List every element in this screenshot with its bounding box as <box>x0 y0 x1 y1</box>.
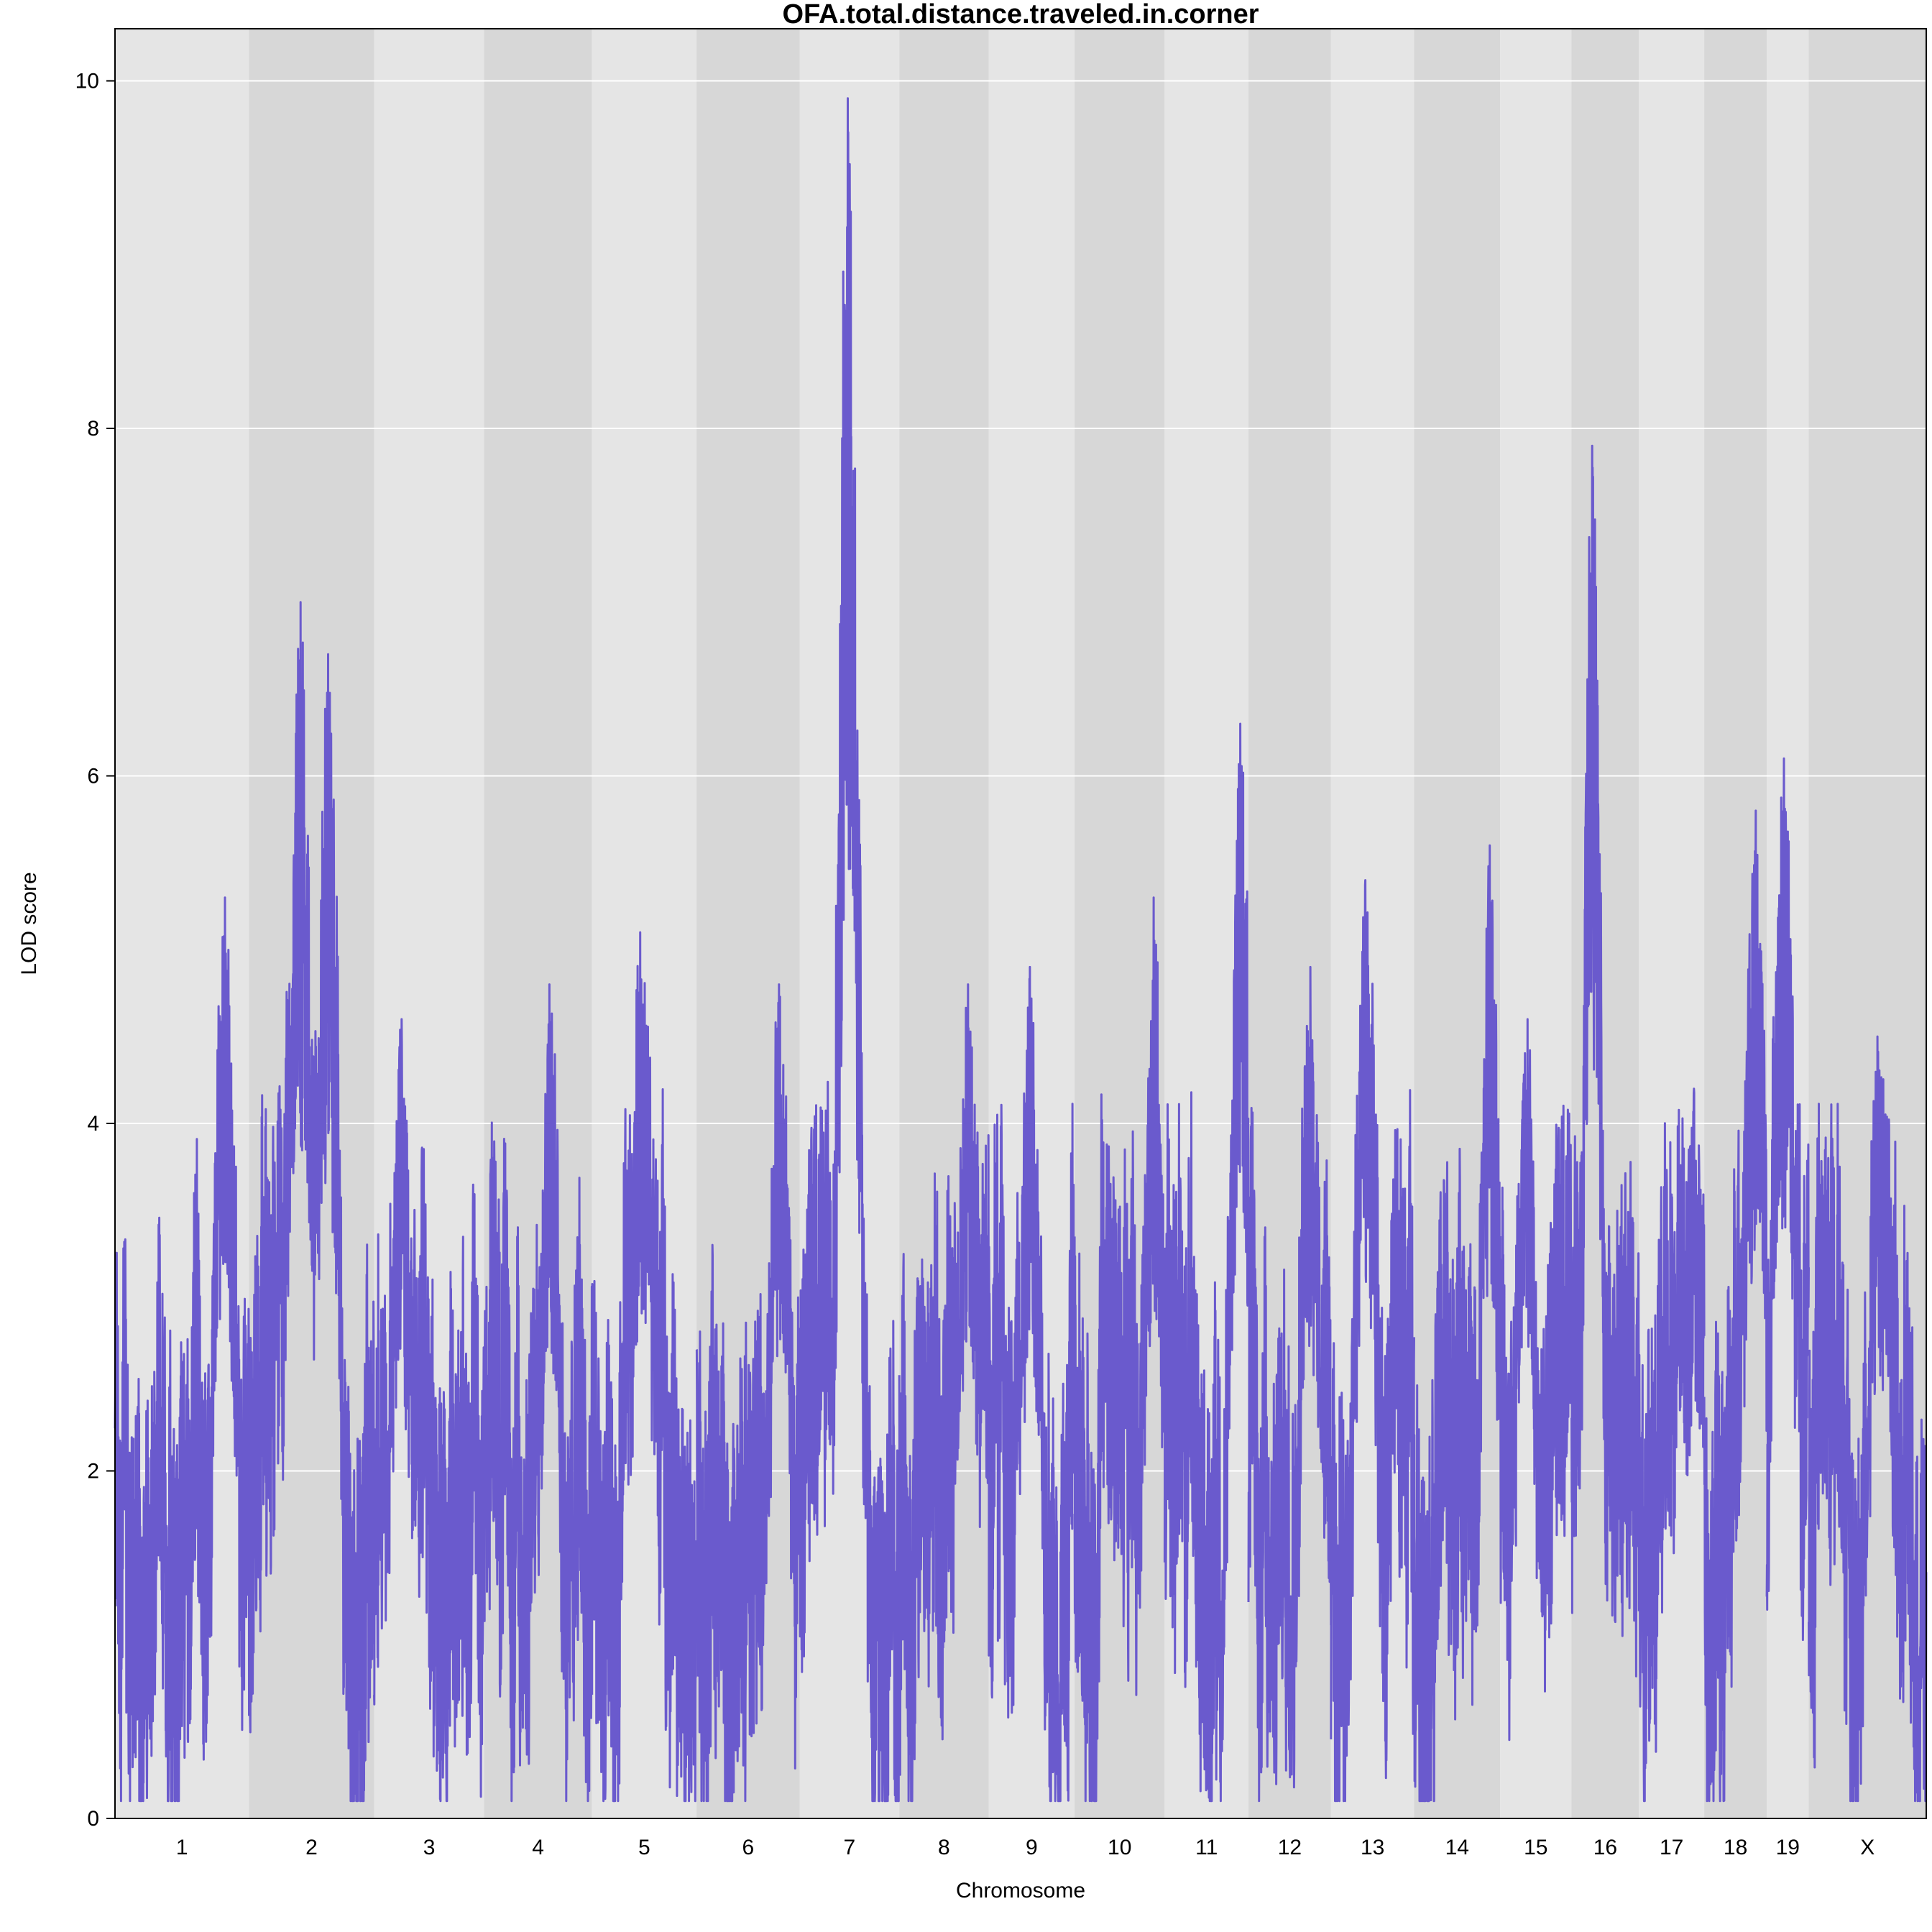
lod-line-chr-10 <box>1073 896 1166 1803</box>
x-tick-label-7: 7 <box>844 1836 856 1859</box>
lod-line-chr-X <box>1808 1035 1928 1803</box>
x-tick-label-14: 14 <box>1445 1836 1469 1859</box>
x-tick-label-9: 9 <box>1026 1836 1038 1859</box>
x-tick-label-5: 5 <box>638 1836 650 1859</box>
chart-title: OFA.total.distance.traveled.in.corner <box>782 0 1259 29</box>
lod-line-chr-8 <box>898 983 990 1803</box>
x-tick-label-2: 2 <box>305 1836 318 1859</box>
lod-line-chr-1 <box>114 896 250 1803</box>
y-tick-label-2: 2 <box>87 1460 99 1484</box>
x-tick-label-6: 6 <box>742 1836 754 1859</box>
x-axis-ticks: 1 2 3 4 5 6 7 8 9 10 11 12 13 14 15 16 17 18 19 X <box>176 1836 1874 1859</box>
lod-line-chr-5 <box>591 931 698 1803</box>
lod-line-chr-4 <box>483 983 594 1803</box>
x-tick-label-19: 19 <box>1776 1836 1800 1859</box>
x-tick-label-13: 13 <box>1361 1836 1384 1859</box>
x-axis-label: Chromosome <box>956 1879 1085 1903</box>
lod-line-chr-18 <box>1703 809 1768 1803</box>
lod-line-chr-15 <box>1499 1018 1573 1742</box>
lod-line-chr-6 <box>695 983 801 1803</box>
x-tick-label-17: 17 <box>1660 1836 1683 1859</box>
x-tick-label-16: 16 <box>1593 1836 1617 1859</box>
y-tick-label-4: 4 <box>87 1112 99 1136</box>
x-tick-label-10: 10 <box>1108 1836 1131 1859</box>
x-tick-label-11: 11 <box>1195 1836 1218 1859</box>
x-tick-label-18: 18 <box>1724 1836 1747 1859</box>
lod-line-chr-2 <box>248 601 375 1803</box>
lod-line-chr-14 <box>1413 844 1501 1803</box>
chromosome-band-2 <box>249 29 374 1818</box>
y-axis-ticks: 0 2 4 6 8 10 <box>75 70 115 1831</box>
y-tick-label-10: 10 <box>75 70 99 93</box>
lod-line-chr-19 <box>1765 757 1810 1642</box>
y-tick-label-6: 6 <box>87 765 99 788</box>
x-tick-label-1: 1 <box>176 1836 188 1859</box>
x-tick-label-12: 12 <box>1278 1836 1302 1859</box>
lod-line-chr-12 <box>1247 965 1333 1803</box>
x-tick-label-15: 15 <box>1524 1836 1547 1859</box>
plot-frame <box>114 28 1927 1819</box>
x-tick-label-X: X <box>1860 1836 1874 1859</box>
x-tick-label-3: 3 <box>423 1836 436 1859</box>
x-tick-label-8: 8 <box>938 1836 950 1859</box>
x-tick-label-4: 4 <box>532 1836 544 1859</box>
lod-line-chr-16 <box>1570 444 1640 1678</box>
y-tick-label-0: 0 <box>87 1807 99 1831</box>
lod-line-chr-3 <box>373 1018 486 1803</box>
y-tick-label-8: 8 <box>87 417 99 441</box>
lod-line-chr-7 <box>799 97 901 1803</box>
lod-line-chr-17 <box>1637 1087 1706 1803</box>
lod-line-chr-11 <box>1163 722 1250 1803</box>
lod-series <box>114 97 1928 1803</box>
lod-line-chr-13 <box>1330 879 1415 1803</box>
y-axis-label: LOD score <box>17 872 41 975</box>
lod-line-chr-9 <box>988 965 1076 1803</box>
